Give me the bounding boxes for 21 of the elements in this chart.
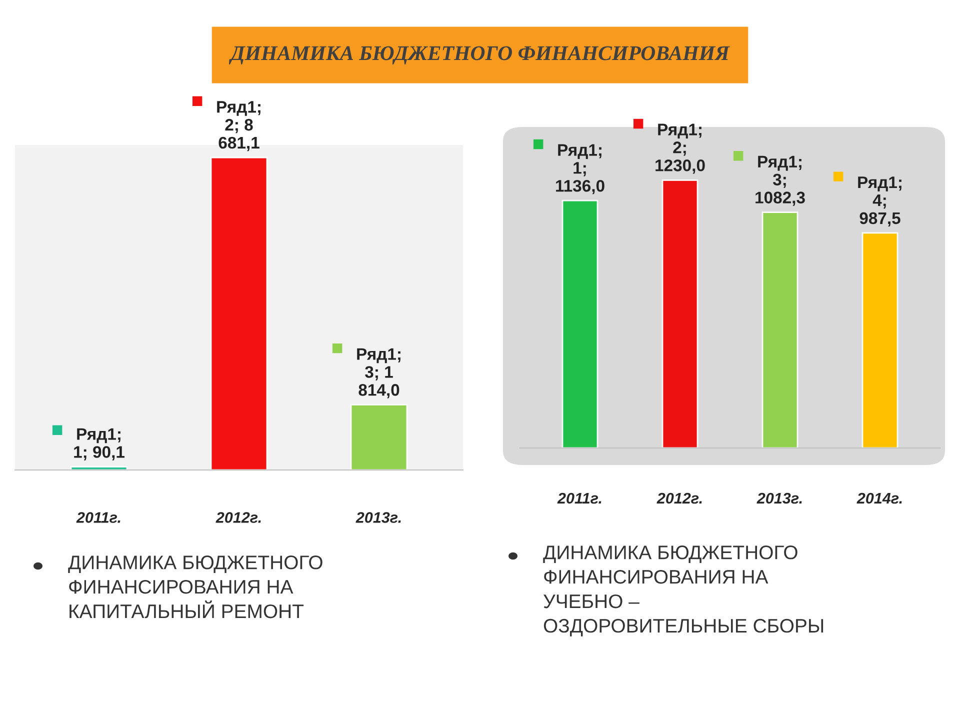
x-tick-label: 2014г.: [856, 492, 902, 504]
x-tick-label: 2013г.: [356, 512, 401, 523]
x-tick-label: 2013г.: [756, 492, 802, 504]
x-tick-label: 2011г.: [76, 512, 120, 523]
x-tick-label: 2012г.: [656, 492, 702, 504]
data-label: Ряд1; 1; 90,1: [74, 428, 124, 460]
text: ДИНАМИКА БЮДЖЕТНОГО ФИНАНСИРОВАНИЯ НА КАПИТАЛЬНЫЙ РЕМОНТ: [68, 556, 322, 618]
data-label: Ряд1; 4; 987,5: [858, 176, 902, 227]
chart-title: ДИНАМИКА БЮДЖЕТНОГО ФИНАНСИРОВАНИЯ: [229, 46, 730, 64]
text: ДИНАМИКА БЮДЖЕТНОГО ФИНАНСИРОВАНИЯ НА УЧЕБНО – ОЗДОРОВИТЕЛЬНЫЕ СБОРЫ: [543, 546, 824, 636]
bar: [862, 232, 898, 448]
x-tick-label: 2011г.: [557, 492, 602, 504]
data-label: Ряд1; 2; 1230,0: [656, 124, 705, 174]
data-label: Ряд1; 3; 1 814,0: [357, 348, 400, 398]
x-tick-label: 2012г.: [216, 512, 261, 523]
bar: [562, 200, 598, 448]
bar: [662, 179, 698, 448]
data-label: Ряд1; 2; 8 681,1: [217, 101, 260, 152]
data-label: Ряд1; 1; 1136,0: [556, 144, 604, 194]
data-label: Ряд1; 3; 1082,3: [756, 156, 805, 206]
bar: [762, 212, 798, 448]
